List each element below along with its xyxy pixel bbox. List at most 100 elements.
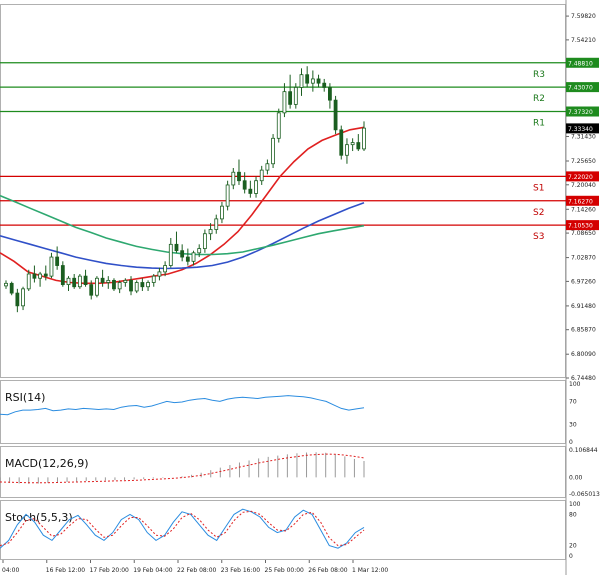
level-label-r3: R3 bbox=[533, 70, 545, 80]
candle-body bbox=[333, 99, 338, 131]
candle-body bbox=[163, 265, 168, 273]
panel-1-tick-label: 0.106844 bbox=[569, 447, 598, 454]
price-tick-label: 7.14260 bbox=[571, 206, 596, 213]
candle-body bbox=[350, 142, 355, 146]
price-tick-label: 7.31430 bbox=[571, 133, 596, 140]
candle-body bbox=[168, 243, 173, 266]
candle-body bbox=[32, 273, 37, 279]
price-tick-label: 7.20040 bbox=[571, 182, 596, 189]
candle-body bbox=[95, 277, 99, 296]
candle-body bbox=[49, 256, 54, 277]
level-tag-bg-s2 bbox=[566, 195, 599, 206]
stoch-main-line bbox=[0, 508, 365, 549]
candle-body bbox=[310, 78, 315, 84]
panel-0-tick-label: 30 bbox=[569, 422, 577, 429]
level-tag-bg-s1 bbox=[566, 171, 599, 182]
candle-body bbox=[328, 87, 332, 101]
panel-0-tick-label: 0 bbox=[569, 439, 573, 446]
candle-body bbox=[134, 282, 139, 292]
candle-body bbox=[157, 271, 162, 277]
candle-body bbox=[293, 87, 298, 105]
candle-body bbox=[21, 288, 25, 307]
time-label: 16 Feb 12:00 bbox=[46, 567, 86, 574]
candle-body bbox=[100, 277, 105, 283]
candle-body bbox=[180, 250, 185, 258]
level-tag-bg-r3 bbox=[566, 57, 599, 68]
candle-body bbox=[362, 127, 366, 150]
level-label-s2: S2 bbox=[533, 208, 544, 218]
candle-body bbox=[4, 282, 8, 287]
level-tag-r1: 7.37320 bbox=[568, 109, 593, 116]
price-tick-label: 7.08650 bbox=[571, 230, 596, 237]
panel-title-2: Stoch(5,5,3) bbox=[5, 511, 73, 524]
candle-body bbox=[77, 275, 82, 288]
candle-body bbox=[151, 275, 156, 283]
level-tag-s2: 7.16270 bbox=[568, 198, 593, 205]
candle-body bbox=[146, 282, 150, 288]
price-tick-label: 6.97260 bbox=[571, 278, 596, 285]
level-label-s1: S1 bbox=[533, 183, 544, 193]
candle-body bbox=[214, 218, 219, 230]
panel-2-tick-label: 80 bbox=[569, 511, 577, 518]
level-tag-r3: 7.48810 bbox=[568, 60, 593, 67]
candle-body bbox=[220, 205, 224, 220]
last-price-tag: 7.33340 bbox=[568, 126, 593, 133]
panel-2-tick-label: 100 bbox=[569, 501, 581, 508]
price-tick-label: 6.80090 bbox=[571, 351, 596, 358]
price-tick-label: 6.91480 bbox=[571, 303, 596, 310]
candle-body bbox=[83, 275, 88, 286]
candle-body bbox=[271, 137, 275, 165]
last-price-tag-bg bbox=[566, 123, 599, 134]
candle-body bbox=[237, 171, 241, 182]
level-tag-s1: 7.22020 bbox=[568, 174, 593, 181]
candle-body bbox=[72, 277, 77, 288]
panel-1-tick-label: -0.065013 bbox=[569, 491, 600, 498]
candle-body bbox=[356, 142, 361, 150]
macd-signal-line bbox=[0, 453, 365, 484]
candle-body bbox=[254, 180, 258, 194]
time-label: 04:00 bbox=[2, 567, 19, 574]
candle-body bbox=[55, 256, 60, 266]
price-tick-label: 7.59820 bbox=[571, 13, 596, 20]
candle-body bbox=[339, 129, 344, 156]
candle-body bbox=[299, 74, 304, 88]
candle-body bbox=[140, 282, 145, 288]
candle-body bbox=[174, 243, 179, 252]
candle-body bbox=[225, 184, 230, 207]
candle-body bbox=[38, 273, 42, 279]
price-tick-label: 6.74480 bbox=[571, 375, 596, 382]
time-label: 1 Mar 12:00 bbox=[352, 567, 388, 574]
time-label: 22 Feb 08:00 bbox=[177, 567, 217, 574]
candle-body bbox=[89, 284, 94, 296]
candle-body bbox=[265, 163, 270, 171]
level-label-r1: R1 bbox=[533, 119, 545, 129]
candle-body bbox=[259, 169, 264, 182]
candle-body bbox=[106, 279, 111, 283]
candle-body bbox=[208, 229, 213, 235]
level-label-r2: R2 bbox=[533, 94, 545, 104]
candle-body bbox=[9, 282, 14, 294]
candle-body bbox=[282, 91, 287, 114]
candle-body bbox=[345, 144, 349, 156]
panel-0-tick-label: 100 bbox=[569, 381, 581, 388]
candle-body bbox=[248, 188, 253, 194]
panel-2-tick-label: 0 bbox=[569, 553, 573, 560]
candle-body bbox=[66, 277, 71, 286]
panel-1-tick-label: 0.00 bbox=[569, 474, 583, 481]
candle-body bbox=[117, 282, 122, 290]
panel-0-tick-label: 70 bbox=[569, 398, 577, 405]
level-tag-s3: 7.10530 bbox=[568, 223, 593, 230]
ma-line-ma-mid bbox=[0, 202, 365, 270]
candle-body bbox=[15, 292, 20, 307]
time-label: 23 Feb 16:00 bbox=[221, 567, 261, 574]
candle-body bbox=[288, 91, 293, 105]
candle-body bbox=[185, 256, 190, 262]
rsi-line bbox=[0, 395, 365, 416]
candle-body bbox=[242, 180, 247, 190]
candle-body bbox=[112, 279, 116, 290]
level-tag-bg-s3 bbox=[566, 220, 599, 231]
candle-body bbox=[26, 273, 31, 290]
